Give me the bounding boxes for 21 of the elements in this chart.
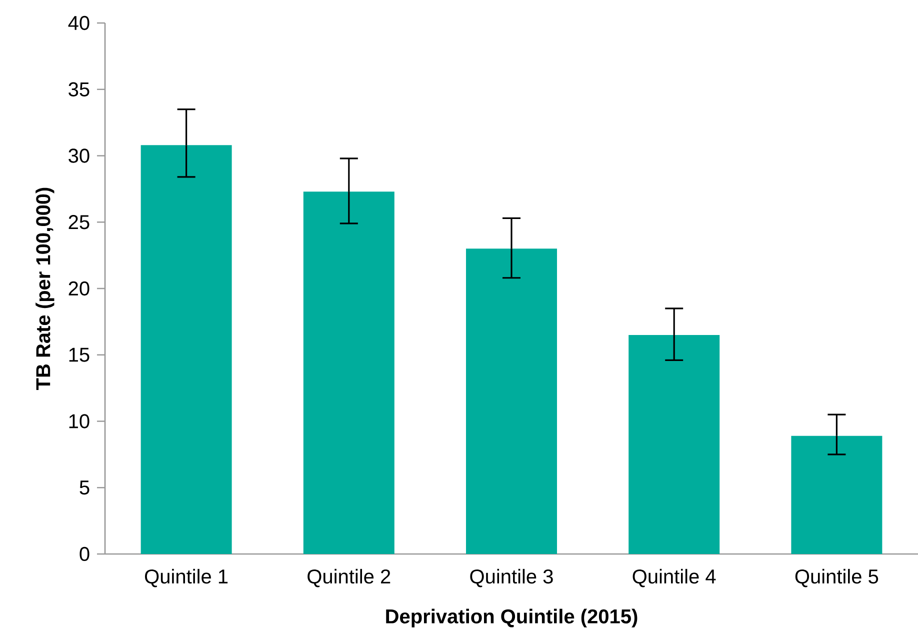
x-tick-label: Quintile 2 <box>308 568 390 588</box>
bar <box>628 334 720 554</box>
y-tick-label: 30 <box>68 148 90 163</box>
bar <box>466 248 557 554</box>
x-tick-label: Quintile 5 <box>795 568 878 588</box>
y-tick-label: 10 <box>69 414 90 428</box>
x-tick-label: Quintile 4 <box>632 568 716 588</box>
y-tick-label: 5 <box>80 480 90 495</box>
y-tick-label: 40 <box>68 16 90 30</box>
x-axis-title: Deprivation Quintile (2015) <box>386 608 638 628</box>
bar <box>791 436 882 554</box>
y-axis-title: TB Rate (per 100,000) <box>36 188 54 390</box>
bar <box>140 145 232 554</box>
bar <box>303 192 394 554</box>
y-tick-label: 25 <box>68 215 90 230</box>
y-tick-label: 35 <box>68 82 90 96</box>
y-tick-label: 0 <box>80 546 90 562</box>
x-tick-label: Quintile 3 <box>470 568 553 588</box>
y-tick-label: 20 <box>68 281 90 296</box>
y-tick-label: 15 <box>69 348 90 362</box>
x-tick-label: Quintile 1 <box>145 568 228 588</box>
